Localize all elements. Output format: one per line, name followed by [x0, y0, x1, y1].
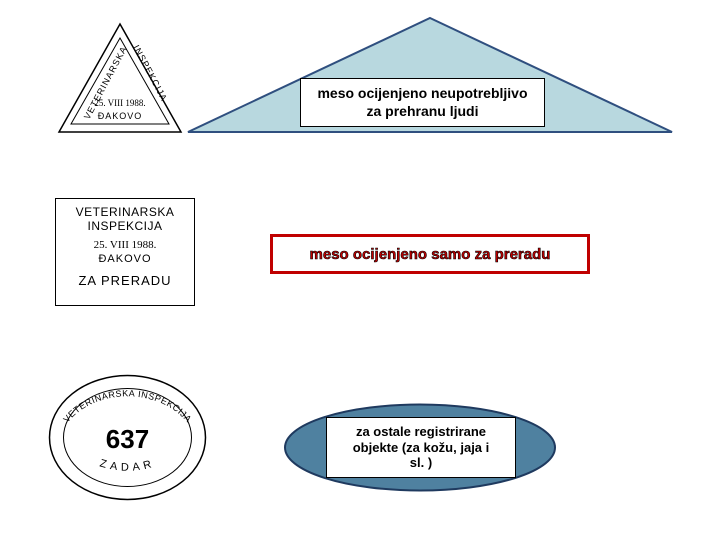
stamp-triangle-date: 25. VIII 1988. — [94, 98, 145, 108]
svg-text:ZADAR: ZADAR — [98, 457, 156, 473]
stamp-oval-top: VETERINARSKA INSPEKCIJA — [61, 388, 193, 424]
ellipse-label-box: za ostale registrirane objekte (za kožu,… — [326, 417, 516, 478]
stamp-triangle-left-text: VETERINARSKA — [82, 44, 129, 121]
triangle-label-line1: meso ocijenjeno neupotrebljivo — [317, 85, 527, 101]
triangle-label-box: meso ocijenjeno neupotrebljivo za prehra… — [300, 78, 545, 127]
stamp-rect-date: 25. VIII 1988. — [56, 239, 194, 251]
stamp-rect-line2: INSPEKCIJA — [56, 219, 194, 233]
stamp-triangle: VETERINARSKA INSPEKCIJA 25. VIII 1988. Đ… — [55, 20, 185, 140]
stamp-oval-number: 637 — [106, 424, 149, 454]
stamp-oval-bottom: ZADAR — [98, 457, 156, 473]
stamp-rect-line1: VETERINARSKA — [56, 205, 194, 219]
stamp-triangle-right-text: INSPEKCIJA — [131, 43, 169, 103]
svg-text:VETERINARSKA INSPEKCIJA: VETERINARSKA INSPEKCIJA — [61, 388, 193, 424]
ellipse-label-line1: za ostale registrirane — [356, 424, 486, 439]
triangle-label-line2: za prehranu ljudi — [366, 103, 478, 119]
stamp-rectangle: VETERINARSKA INSPEKCIJA 25. VIII 1988. Đ… — [55, 198, 195, 306]
stamp-triangle-place: ĐAKOVO — [98, 111, 143, 121]
red-rect-label: meso ocijenjeno samo za preradu — [310, 246, 551, 263]
svg-text:INSPEKCIJA: INSPEKCIJA — [131, 43, 169, 103]
stamp-rect-footer: ZA PRERADU — [56, 273, 194, 288]
ellipse-label-line2: objekte (za kožu, jaja i — [353, 440, 490, 455]
stamp-oval: VETERINARSKA INSPEKCIJA ZADAR 637 — [45, 370, 210, 505]
red-rect-box: meso ocijenjeno samo za preradu — [270, 234, 590, 274]
ellipse-label-line3: sl. ) — [410, 455, 432, 470]
svg-text:VETERINARSKA: VETERINARSKA — [82, 44, 129, 121]
stamp-rect-place: ĐAKOVO — [56, 253, 194, 265]
